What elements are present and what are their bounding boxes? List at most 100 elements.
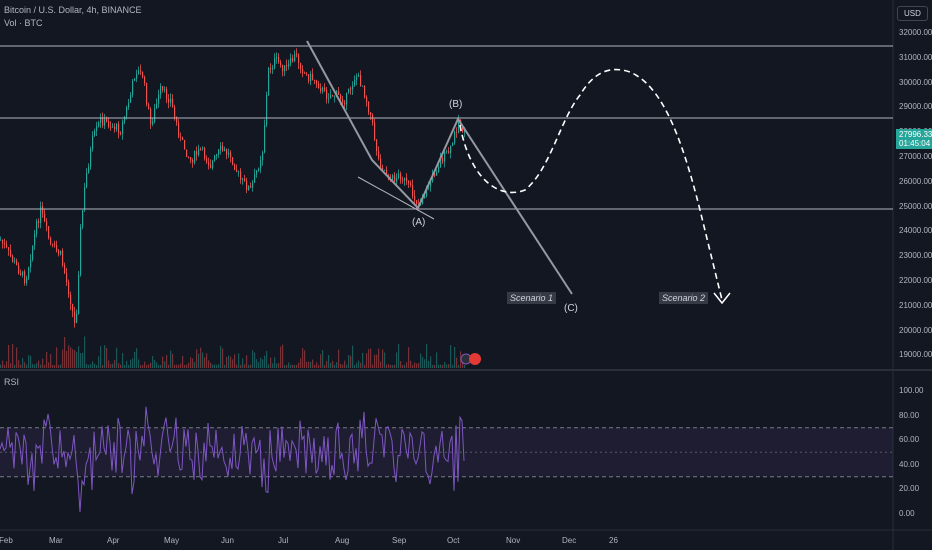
volume-bar	[268, 364, 270, 368]
candle-body	[454, 131, 456, 144]
volume-bar	[428, 360, 430, 368]
volume-bar	[352, 345, 354, 368]
volume-bar	[42, 358, 44, 368]
volume-bar	[192, 358, 194, 368]
volume-bar	[92, 361, 94, 368]
volume-bar	[154, 359, 156, 368]
volume-bar	[240, 364, 242, 368]
volume-bar	[398, 343, 400, 368]
volume-bar	[118, 363, 120, 368]
volume-bar	[156, 362, 158, 368]
candle-body	[28, 267, 30, 279]
volume-bar	[308, 361, 310, 368]
candle-body	[30, 259, 32, 268]
candle-body	[340, 94, 342, 100]
volume-bar	[206, 353, 208, 368]
volume-bar	[292, 364, 294, 368]
volume-bar	[78, 346, 80, 368]
volume-bar	[336, 362, 338, 368]
candle-body	[444, 151, 446, 162]
volume-bar	[146, 364, 148, 368]
candle-body	[34, 233, 36, 246]
candle-body	[50, 237, 52, 244]
candle-body	[414, 195, 416, 201]
candle-body	[262, 152, 264, 161]
price-axis-label: 25000.00	[899, 201, 932, 211]
candle-body	[302, 69, 304, 73]
volume-bar	[112, 363, 114, 368]
candle-body	[158, 94, 160, 104]
candle-body	[186, 149, 188, 157]
candle-body	[24, 271, 26, 284]
volume-bar	[350, 355, 352, 368]
volume-bar	[452, 364, 454, 368]
candle-body	[308, 74, 310, 82]
candle-body	[36, 221, 38, 234]
candle-body	[0, 239, 2, 241]
volume-bar	[358, 360, 360, 368]
price-axis-label: 26000.00	[899, 176, 932, 186]
currency-button[interactable]: USD	[897, 6, 928, 21]
volume-bar	[234, 354, 236, 368]
candle-body	[234, 164, 236, 170]
volume-bar	[100, 346, 102, 368]
candle-body	[372, 114, 374, 123]
volume-bar	[124, 364, 126, 368]
candle-body	[280, 62, 282, 65]
time-axis-label: Feb	[0, 536, 13, 545]
volume-bar	[394, 364, 396, 368]
volume-bar	[108, 360, 110, 368]
volume-bar	[190, 357, 192, 368]
volume-bar	[300, 358, 302, 368]
time-axis-label: Oct	[447, 536, 460, 545]
volume-bar	[36, 363, 38, 368]
candle-body	[184, 139, 186, 150]
candle-body	[164, 89, 166, 91]
volume-bar	[70, 347, 72, 368]
rsi-label[interactable]: RSI	[4, 377, 20, 387]
volume-bar	[320, 354, 322, 368]
volume-indicator-label[interactable]: Vol · BTC	[4, 18, 43, 28]
volume-bar	[212, 364, 214, 368]
volume-bar	[362, 352, 364, 368]
candle-body	[274, 58, 276, 68]
candle-body	[260, 160, 262, 169]
volume-bar	[130, 359, 132, 368]
volume-bar	[188, 362, 190, 368]
volume-bar	[144, 361, 146, 368]
volume-bar	[238, 353, 240, 368]
candle-body	[156, 103, 158, 109]
volume-bar	[332, 360, 334, 368]
candle-body	[238, 171, 240, 173]
candle-body	[232, 157, 234, 165]
volume-bar	[6, 361, 8, 368]
candle-body	[148, 104, 150, 109]
volume-bar	[48, 362, 50, 368]
volume-bar	[186, 364, 188, 368]
candle-body	[122, 121, 124, 134]
candle-body	[212, 160, 214, 168]
candle-body	[294, 54, 296, 62]
candle-body	[316, 80, 318, 84]
volume-bar	[64, 337, 66, 368]
symbol-title[interactable]: Bitcoin / U.S. Dollar, 4h, BINANCE	[4, 5, 142, 15]
price-axis-label: 27000.00	[899, 152, 932, 161]
rsi-axis-label: 60.00	[899, 435, 920, 444]
volume-bar	[52, 364, 54, 368]
candle-body	[60, 250, 62, 255]
candle-body	[266, 95, 268, 126]
volume-bar	[162, 356, 164, 368]
volume-bar	[338, 349, 340, 368]
candle-body	[452, 143, 454, 146]
candle-body	[128, 102, 130, 108]
candle-body	[108, 121, 110, 127]
candle-body	[70, 294, 72, 305]
candle-body	[322, 87, 324, 92]
volume-bar	[440, 364, 442, 368]
candle-body	[102, 117, 104, 126]
volume-bar	[306, 362, 308, 368]
volume-bar	[248, 364, 250, 368]
rsi-panel	[0, 406, 893, 513]
